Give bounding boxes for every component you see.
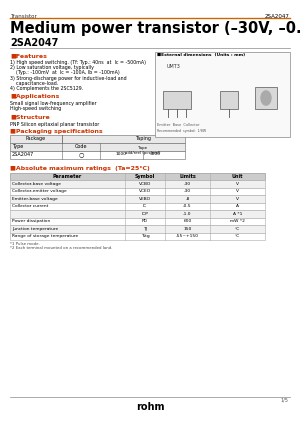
- Text: ICP: ICP: [142, 212, 148, 216]
- Text: Range of storage temperature: Range of storage temperature: [12, 235, 78, 238]
- Text: Code: Code: [75, 144, 87, 149]
- Text: (Typ.: -100mV  at  Ic = -100A, Ib = -100mA): (Typ.: -100mV at Ic = -100A, Ib = -100mA…: [10, 71, 120, 75]
- Text: Collector-emitter voltage: Collector-emitter voltage: [12, 190, 67, 193]
- Text: ■External dimensions  (Units : mm): ■External dimensions (Units : mm): [157, 53, 245, 57]
- Text: ■Applications: ■Applications: [10, 94, 59, 99]
- Text: 2SA2047: 2SA2047: [12, 152, 34, 157]
- Text: °C: °C: [235, 235, 240, 238]
- Text: Recommended  symbol:  1/8W: Recommended symbol: 1/8W: [157, 129, 206, 133]
- Text: Parameter: Parameter: [53, 174, 82, 179]
- Text: V: V: [236, 190, 239, 193]
- Bar: [10, 173, 265, 180]
- Text: capacitance-load.: capacitance-load.: [10, 81, 58, 86]
- Text: -55~+150: -55~+150: [176, 235, 199, 238]
- Bar: [10, 210, 265, 218]
- Text: Taping: Taping: [135, 136, 151, 141]
- Text: VCEO: VCEO: [139, 190, 151, 193]
- Text: mW *2: mW *2: [230, 219, 245, 224]
- Text: PD: PD: [142, 219, 148, 224]
- Text: Type: Type: [12, 144, 23, 149]
- Text: 4) Complements the 2SC5129.: 4) Complements the 2SC5129.: [10, 86, 83, 91]
- Text: A *1: A *1: [233, 212, 242, 216]
- Text: -1.0: -1.0: [183, 212, 192, 216]
- Text: 1/5: 1/5: [280, 397, 288, 402]
- Text: 150: 150: [183, 227, 192, 231]
- Text: °C: °C: [235, 227, 240, 231]
- Text: Collector current: Collector current: [12, 204, 48, 208]
- Text: rohm: rohm: [136, 402, 164, 412]
- Text: 2SA2047: 2SA2047: [10, 38, 58, 48]
- Text: *2 Each terminal mounted on a recommended land.: *2 Each terminal mounted on a recommende…: [10, 246, 112, 250]
- Text: Tape
add/reel (pcs/reel): Tape add/reel (pcs/reel): [125, 146, 161, 155]
- Bar: [163, 91, 191, 109]
- Text: ■Packaging specifications: ■Packaging specifications: [10, 129, 103, 133]
- Text: Package: Package: [26, 136, 46, 141]
- Text: Symbol: Symbol: [135, 174, 155, 179]
- Bar: [220, 91, 238, 109]
- Text: Medium power transistor (–30V, –0.5A): Medium power transistor (–30V, –0.5A): [10, 21, 300, 36]
- Text: 1) High speed switching. (Tf: Typ.: 40ns  at  Ic = -500mA): 1) High speed switching. (Tf: Typ.: 40ns…: [10, 60, 146, 65]
- Bar: [10, 180, 265, 187]
- Text: -30: -30: [184, 190, 191, 193]
- Bar: [10, 232, 265, 240]
- Text: V: V: [236, 197, 239, 201]
- Text: ■Absolute maximum ratings  (Ta=25°C): ■Absolute maximum ratings (Ta=25°C): [10, 166, 150, 170]
- Text: PNP Silicon epitaxial planar transistor: PNP Silicon epitaxial planar transistor: [10, 122, 99, 127]
- Bar: [10, 187, 265, 195]
- Bar: [255, 87, 277, 109]
- Text: -30: -30: [184, 182, 191, 186]
- Bar: [10, 135, 185, 143]
- Text: IC: IC: [143, 204, 147, 208]
- Text: -8: -8: [185, 197, 190, 201]
- Text: Tstg: Tstg: [141, 235, 149, 238]
- Text: ○: ○: [78, 152, 84, 157]
- Text: Collector-base voltage: Collector-base voltage: [12, 182, 61, 186]
- Bar: [155, 52, 290, 137]
- Text: ■Structure: ■Structure: [10, 115, 50, 119]
- Text: 600: 600: [183, 219, 192, 224]
- Text: Emitter  Base  Collector: Emitter Base Collector: [157, 123, 200, 127]
- Text: V: V: [236, 182, 239, 186]
- Text: Junction temperature: Junction temperature: [12, 227, 58, 231]
- Bar: [10, 203, 265, 210]
- Text: -0.5: -0.5: [183, 204, 192, 208]
- Bar: [10, 143, 185, 150]
- Text: TJ: TJ: [143, 227, 147, 231]
- Text: Power dissipation: Power dissipation: [12, 219, 50, 224]
- Bar: [10, 225, 265, 232]
- Text: 3000: 3000: [149, 152, 161, 156]
- Text: Emitter-base voltage: Emitter-base voltage: [12, 197, 58, 201]
- Bar: [10, 150, 185, 159]
- Text: 2SA2047: 2SA2047: [265, 14, 290, 19]
- Text: UMT3: UMT3: [167, 64, 181, 69]
- Text: High-speed switching: High-speed switching: [10, 106, 61, 111]
- Text: Limits: Limits: [179, 174, 196, 179]
- Text: Small signal low-frequency amplifier: Small signal low-frequency amplifier: [10, 101, 97, 106]
- Circle shape: [261, 91, 271, 105]
- Text: VEBO: VEBO: [139, 197, 151, 201]
- Text: *1 Pulse mode.: *1 Pulse mode.: [10, 242, 40, 246]
- Text: ■Features: ■Features: [10, 53, 47, 58]
- Bar: [10, 195, 265, 203]
- Text: VCBO: VCBO: [139, 182, 151, 186]
- Text: Transistor: Transistor: [10, 14, 37, 19]
- Text: A: A: [236, 204, 239, 208]
- Bar: [10, 218, 265, 225]
- Text: Unit: Unit: [232, 174, 243, 179]
- Text: 2) Low saturation voltage, typically: 2) Low saturation voltage, typically: [10, 65, 94, 70]
- Text: 1000: 1000: [116, 152, 127, 156]
- Text: 3) Strong-discharge power for inductive-load and: 3) Strong-discharge power for inductive-…: [10, 76, 127, 81]
